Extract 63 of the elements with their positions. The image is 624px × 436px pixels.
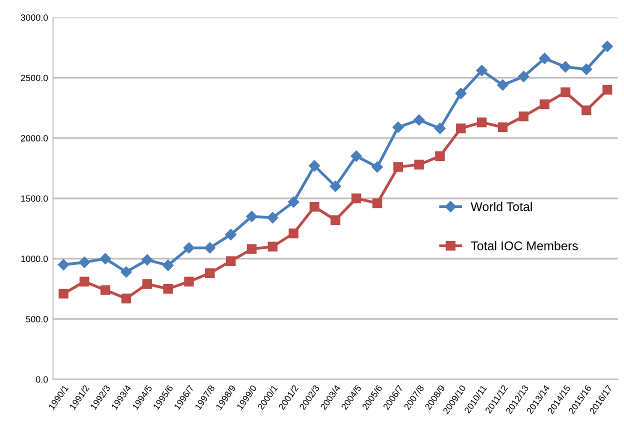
point (372, 161, 383, 173)
point (246, 210, 258, 222)
point (78, 256, 90, 268)
point (476, 64, 488, 76)
point (267, 212, 278, 224)
point (226, 256, 236, 266)
point (310, 202, 320, 212)
point (434, 122, 446, 134)
point (602, 40, 613, 52)
point (246, 244, 257, 254)
point (538, 52, 550, 64)
point (414, 160, 424, 170)
point (330, 180, 342, 192)
point (518, 111, 528, 122)
point (560, 87, 570, 98)
point (413, 114, 425, 126)
point (518, 70, 530, 82)
point (580, 64, 592, 75)
point (476, 118, 487, 128)
point (560, 61, 572, 72)
y-tick-label: 500.0 (26, 316, 48, 322)
point (268, 242, 278, 252)
point (205, 268, 215, 278)
point (58, 259, 70, 270)
point (393, 162, 404, 172)
point (142, 279, 152, 289)
y-tick-label: 2500.0 (21, 74, 48, 82)
point (58, 288, 68, 299)
point (372, 198, 382, 208)
point (100, 253, 111, 264)
point (602, 84, 612, 95)
legend-label: Total IOC Members (470, 241, 578, 250)
point (498, 122, 508, 132)
y-tick-label: 1000.0 (21, 256, 48, 262)
point (350, 150, 362, 162)
point (225, 228, 236, 240)
point (455, 88, 466, 100)
point (330, 215, 340, 225)
y-tick-label: 0.0 (36, 376, 48, 383)
point (435, 151, 445, 162)
point (456, 124, 466, 134)
point (497, 79, 508, 91)
point (308, 160, 320, 172)
point (120, 266, 132, 278)
point (80, 276, 90, 286)
legend-label: World Total (470, 202, 532, 212)
point (540, 99, 550, 110)
point (121, 294, 132, 304)
y-tick-label: 3000.0 (20, 14, 48, 21)
point (288, 196, 300, 208)
point (183, 242, 195, 254)
point (100, 285, 110, 295)
point (162, 260, 174, 271)
point (163, 284, 173, 294)
point (351, 194, 362, 204)
point (184, 276, 194, 286)
point (392, 122, 404, 133)
y-tick-label: 2000.0 (21, 135, 48, 142)
y-tick-label: 1500.0 (21, 195, 48, 202)
point (142, 254, 153, 266)
point (288, 228, 298, 238)
point (582, 105, 592, 116)
point (204, 242, 216, 254)
